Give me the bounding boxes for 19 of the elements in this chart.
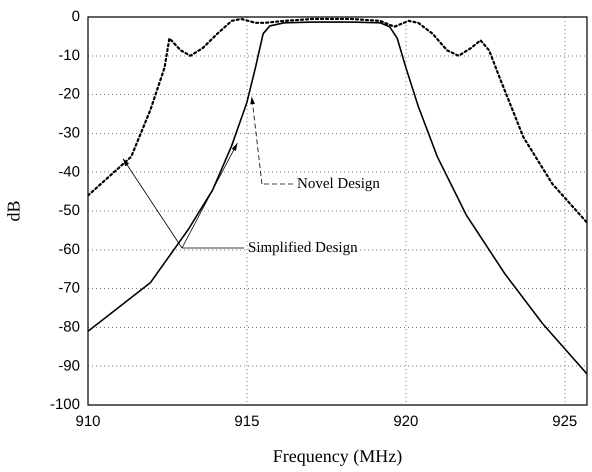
x-tick-label: 915 bbox=[234, 413, 260, 430]
y-tick-label: -50 bbox=[58, 202, 80, 220]
y-tick-label: -80 bbox=[58, 318, 80, 336]
y-tick-label: -70 bbox=[58, 280, 80, 297]
y-tick-label: -30 bbox=[58, 124, 80, 142]
y-tick-label: -20 bbox=[58, 86, 80, 103]
legend-label: Simplified Design bbox=[248, 240, 358, 256]
x-tick-label: 925 bbox=[552, 413, 578, 430]
y-tick-label: -100 bbox=[50, 396, 80, 414]
x-axis-title: Frequency (MHz) bbox=[272, 446, 402, 466]
y-axis-title: dB bbox=[4, 200, 24, 222]
x-tick-label: 920 bbox=[393, 413, 418, 430]
y-tick-label: 0 bbox=[72, 8, 80, 26]
x-tick-label: 910 bbox=[75, 413, 101, 430]
y-tick-label: -10 bbox=[58, 46, 80, 64]
y-tick-label: -60 bbox=[58, 240, 80, 258]
y-tick-label: -40 bbox=[58, 163, 80, 180]
legend-label: Novel Design bbox=[297, 176, 380, 192]
y-tick-label: -90 bbox=[58, 357, 80, 374]
